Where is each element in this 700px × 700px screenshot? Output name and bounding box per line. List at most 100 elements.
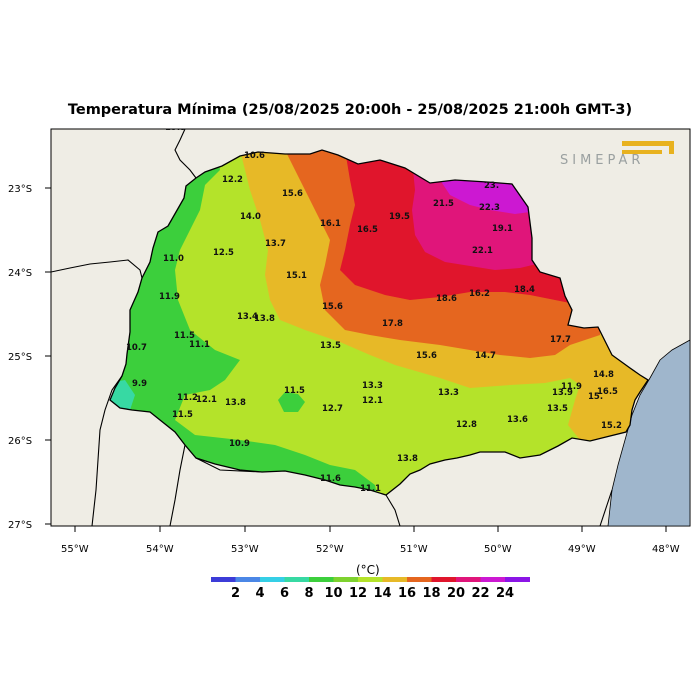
legend-label: 24	[496, 586, 514, 601]
legend-swatch	[382, 577, 408, 582]
station-value: 11.5	[174, 331, 195, 341]
station-value: 17.8	[382, 319, 403, 329]
lat-label: 23°S	[8, 184, 32, 195]
lat-axis: 23°S 24°S 25°S 26°S 27°S	[8, 184, 51, 531]
map-title: Temperatura Mínima (25/08/2025 20:00h - …	[67, 102, 633, 118]
station-value: 14.0	[240, 212, 261, 222]
legend-swatch	[358, 577, 383, 582]
station-value: 16.1	[320, 219, 341, 229]
lat-label: 24°S	[8, 268, 32, 279]
station-value: 13.6	[507, 415, 528, 425]
legend-labels: 2 4 6 8 10 12 14 16 18 20 22 24	[231, 586, 514, 601]
station-value: 15.6	[416, 351, 437, 361]
station-value: 13.4	[237, 312, 258, 322]
station-value: 15.	[588, 392, 603, 402]
station-value: 16.2	[469, 289, 490, 299]
lon-label: 50°W	[484, 544, 512, 555]
station-value: 21.5	[433, 199, 454, 209]
logo-mark-bar	[622, 141, 674, 146]
legend-swatch	[309, 577, 334, 582]
legend-colorbar	[211, 577, 530, 582]
station-value: 14.7	[475, 351, 496, 361]
lon-label: 52°W	[316, 544, 344, 555]
station-value: 17.7	[550, 335, 571, 345]
station-value: 11.5	[172, 410, 193, 420]
station-value: 11.2	[177, 393, 198, 403]
legend-label: 20	[447, 586, 465, 601]
station-value: 13.5	[165, 123, 186, 133]
logo-text: SIMEPAR	[560, 153, 644, 168]
station-value: 12.1	[362, 396, 383, 406]
station-value: 11.1	[360, 484, 381, 494]
legend-swatch	[407, 577, 432, 582]
legend-swatch	[211, 577, 236, 582]
station-value: 10.7	[126, 343, 147, 353]
lon-label: 54°W	[146, 544, 174, 555]
state-outline	[109, 149, 649, 496]
station-value: 11.6	[320, 474, 341, 484]
zone-22-24	[440, 178, 530, 214]
station-value: 14.8	[593, 370, 614, 380]
legend-swatch	[333, 577, 359, 582]
station-value: 23.	[484, 181, 499, 191]
station-value: 15.6	[322, 302, 343, 312]
logo-mark-stem	[669, 141, 674, 154]
station-value: 22.1	[472, 246, 493, 256]
legend-label: 4	[255, 586, 264, 601]
station-value: 11.0	[163, 254, 184, 264]
legend-unit: (°C)	[356, 563, 380, 577]
legend-label: 10	[324, 586, 342, 601]
lon-axis: 55°W 54°W 53°W 52°W 51°W 50°W 49°W 48°W	[61, 526, 680, 555]
legend-swatch	[431, 577, 457, 582]
station-value: 13.5	[547, 404, 568, 414]
logo-mark-base	[622, 150, 662, 154]
station-value: 12.1	[196, 395, 217, 405]
station-value: 12.2	[222, 175, 243, 185]
station-value: 13.9	[552, 388, 573, 398]
legend-label: 2	[231, 586, 240, 601]
station-value: 11.9	[561, 382, 582, 392]
legend-swatch	[480, 577, 506, 582]
station-value: 15.2	[601, 421, 622, 431]
station-value: 12.7	[322, 404, 343, 414]
lon-label: 49°W	[568, 544, 596, 555]
station-value: 13.8	[397, 454, 418, 464]
legend-swatch	[260, 577, 285, 582]
legend-label: 12	[349, 586, 367, 601]
lon-label: 51°W	[400, 544, 428, 555]
station-value: 9.9	[132, 379, 147, 389]
station-value: 22.3	[479, 203, 500, 213]
station-value: 13.5	[320, 341, 341, 351]
station-value: 12.8	[456, 420, 477, 430]
station-value: 13.7	[265, 239, 286, 249]
station-value: 19.5	[389, 212, 410, 222]
lat-label: 27°S	[8, 520, 32, 531]
station-values: 13.5 10.6 12.2 15.6 23. 22.3 21.5 19.5 1…	[126, 123, 622, 494]
legend-swatch	[284, 577, 310, 582]
station-value: 12.5	[213, 248, 234, 258]
lon-label: 55°W	[61, 544, 89, 555]
station-value: 15.6	[282, 189, 303, 199]
lat-label: 26°S	[8, 436, 32, 447]
station-value: 13.3	[362, 381, 383, 391]
lon-label: 53°W	[231, 544, 259, 555]
legend-label: 16	[398, 586, 416, 601]
legend-label: 22	[471, 586, 489, 601]
zone-10-12-spot	[278, 392, 305, 412]
simepar-logo: SIMEPAR	[560, 141, 674, 168]
station-value: 10.6	[244, 151, 265, 161]
legend-swatch	[505, 577, 530, 582]
neighbor-borders	[51, 129, 613, 526]
legend-swatch	[456, 577, 481, 582]
station-value: 13.3	[438, 388, 459, 398]
lat-label: 25°S	[8, 352, 32, 363]
station-value: 10.9	[229, 439, 250, 449]
legend-swatch	[235, 577, 261, 582]
station-value: 16.5	[357, 225, 378, 235]
zone-8-10	[110, 380, 135, 415]
legend-label: 18	[422, 586, 440, 601]
legend-label: 14	[373, 586, 391, 601]
lon-label: 48°W	[652, 544, 680, 555]
station-value: 13.8	[254, 314, 275, 324]
